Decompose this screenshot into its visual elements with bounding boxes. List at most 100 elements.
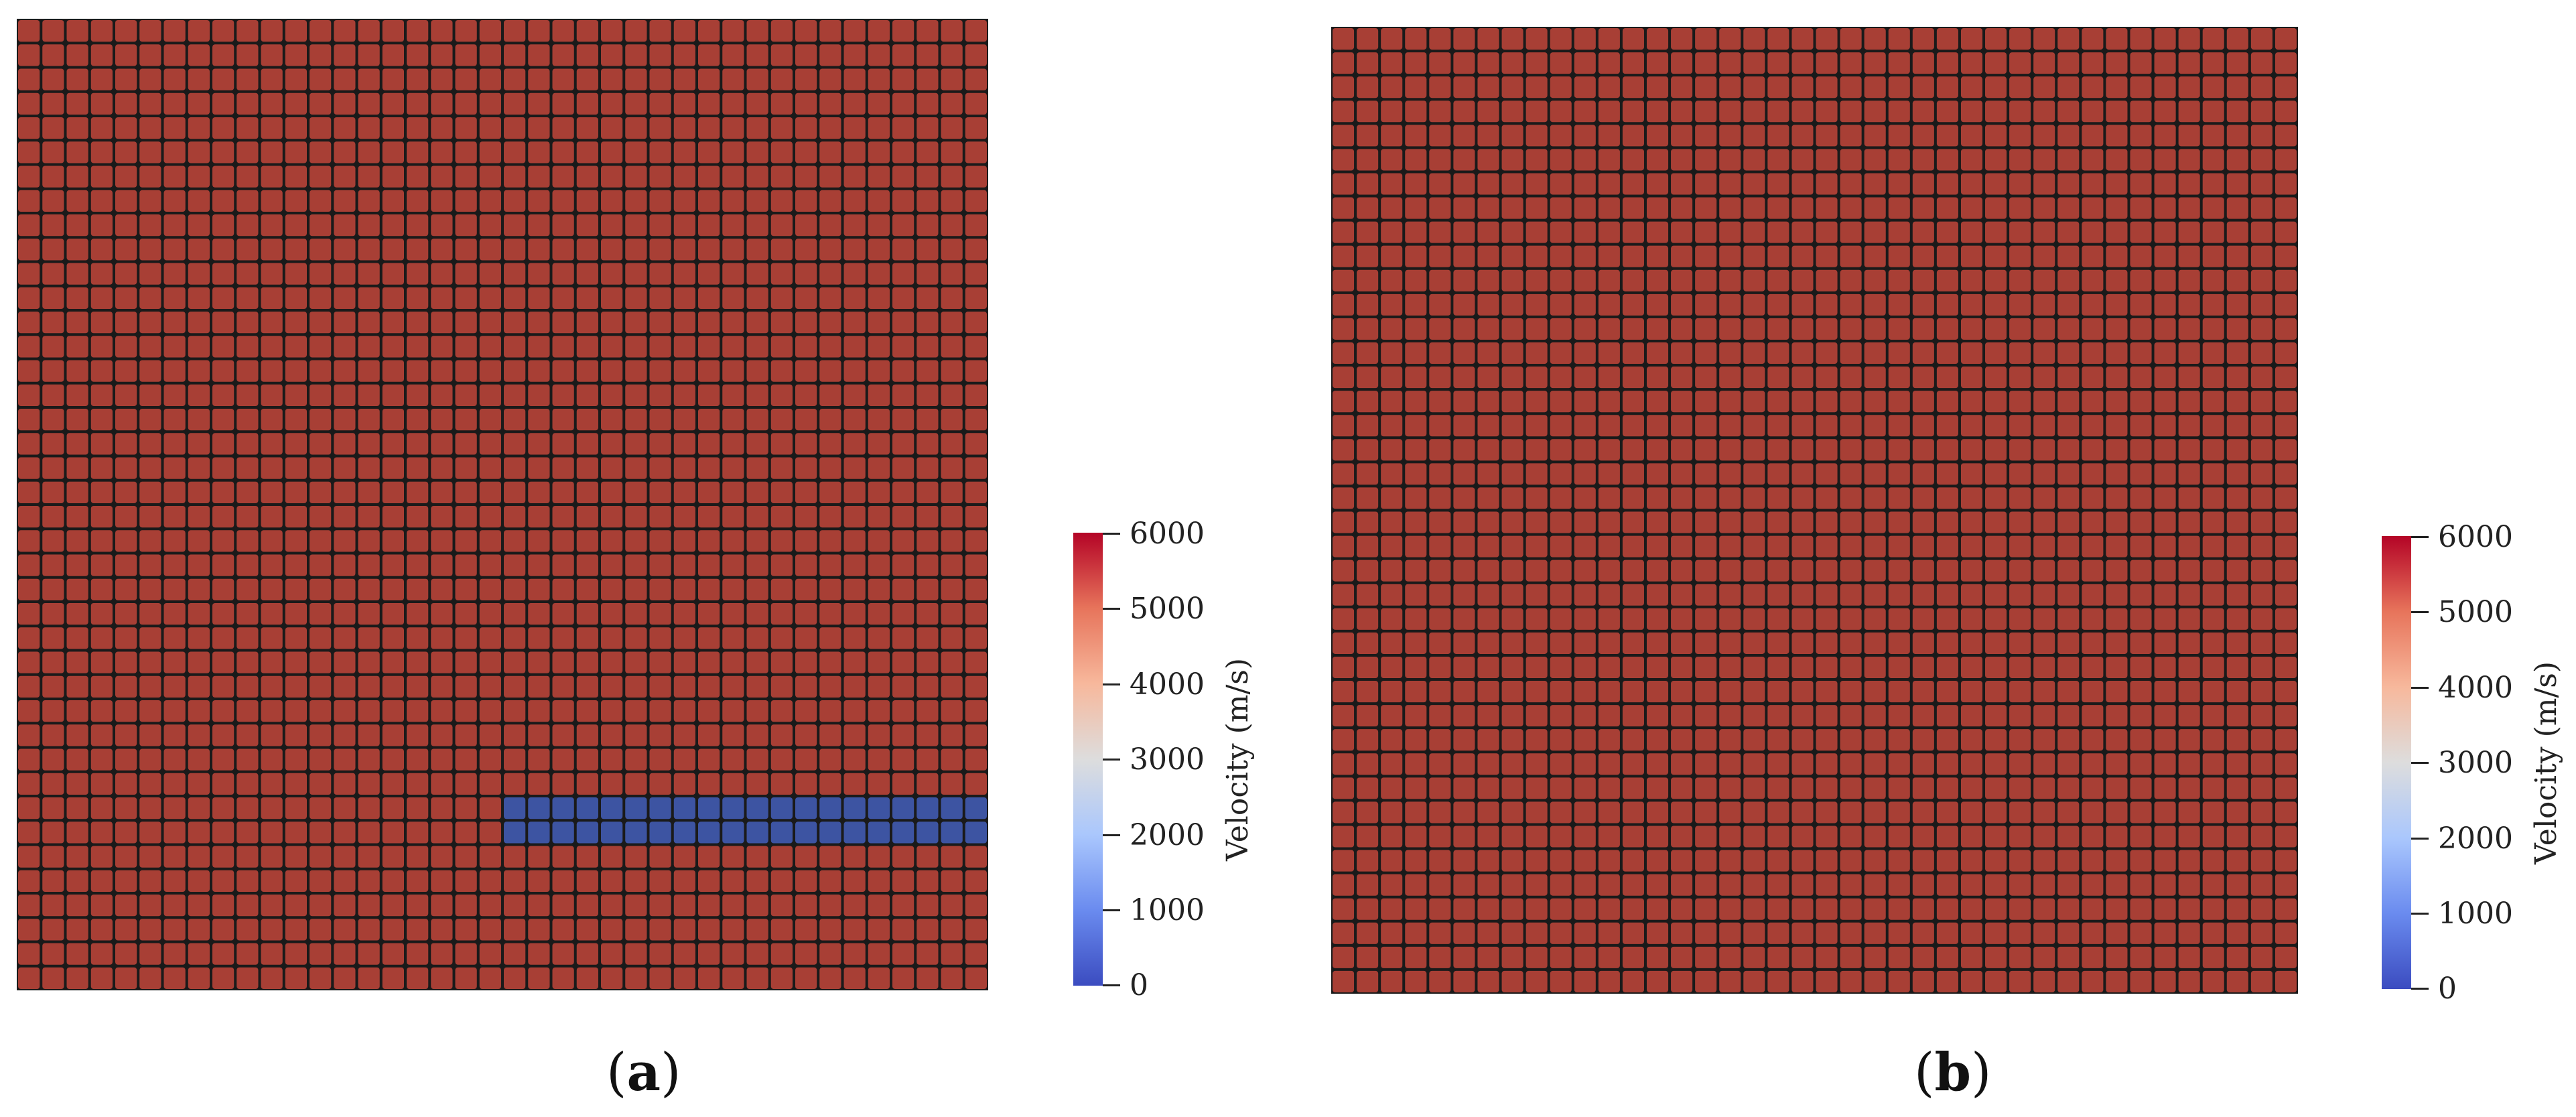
mesh-cell bbox=[455, 239, 477, 261]
mesh-cell bbox=[1985, 922, 2007, 944]
mesh-cell bbox=[90, 384, 113, 406]
mesh-cell bbox=[2009, 487, 2031, 509]
mesh-cell bbox=[2250, 560, 2273, 582]
mesh-cell bbox=[1936, 318, 1958, 340]
mesh-cell bbox=[1960, 729, 1983, 751]
mesh-cell bbox=[1622, 293, 1644, 316]
mesh-cell bbox=[1767, 511, 1789, 533]
mesh-cell bbox=[625, 433, 647, 455]
mesh-cell bbox=[236, 870, 259, 892]
mesh-cell bbox=[1526, 367, 1548, 389]
mesh-cell bbox=[843, 554, 866, 576]
mesh-cell bbox=[1767, 705, 1789, 727]
mesh-cell bbox=[576, 68, 598, 90]
mesh-cell bbox=[1598, 391, 1620, 413]
mesh-cell bbox=[1526, 269, 1548, 291]
mesh-cell bbox=[1550, 318, 1572, 340]
mesh-cell bbox=[310, 312, 332, 334]
mesh-cell bbox=[1767, 197, 1789, 219]
mesh-cell bbox=[1453, 850, 1475, 872]
mesh-cell bbox=[1671, 221, 1693, 243]
mesh-cell bbox=[188, 773, 210, 795]
mesh-cell bbox=[334, 457, 356, 479]
mesh-cell bbox=[18, 263, 40, 285]
mesh-cell bbox=[1719, 28, 1741, 50]
mesh-cell bbox=[2009, 125, 2031, 147]
mesh-cell bbox=[552, 870, 574, 892]
mesh-cell bbox=[2250, 729, 2273, 751]
mesh-cell bbox=[2178, 52, 2200, 74]
mesh-cell bbox=[1405, 584, 1427, 606]
mesh-cell bbox=[843, 68, 866, 90]
mesh-cell bbox=[2009, 729, 2031, 751]
mesh-cell bbox=[576, 651, 598, 673]
mesh-cell bbox=[66, 239, 88, 261]
mesh-cell bbox=[115, 895, 137, 917]
mesh-cell bbox=[42, 141, 64, 163]
mesh-cell bbox=[2106, 898, 2128, 920]
mesh-cell bbox=[1840, 149, 1862, 171]
mesh-cell bbox=[1550, 898, 1572, 920]
mesh-cell bbox=[673, 967, 695, 989]
mesh-cell bbox=[431, 530, 453, 552]
mesh-cell bbox=[892, 239, 914, 261]
mesh-cell bbox=[1333, 753, 1355, 775]
mesh-cell bbox=[1501, 535, 1523, 557]
mesh-cell bbox=[917, 433, 939, 455]
mesh-cell bbox=[1550, 922, 1572, 944]
mesh-cell bbox=[382, 214, 404, 237]
mesh-cell bbox=[1985, 52, 2007, 74]
mesh-cell bbox=[1960, 318, 1983, 340]
mesh-cell bbox=[1574, 245, 1596, 267]
mesh-cell bbox=[334, 433, 356, 455]
mesh-cell bbox=[504, 554, 526, 576]
mesh-cell bbox=[2202, 922, 2224, 944]
mesh-cell bbox=[576, 44, 598, 66]
mesh-cell bbox=[2154, 415, 2176, 437]
mesh-cell bbox=[1453, 705, 1475, 727]
mesh-cell bbox=[1574, 656, 1596, 679]
mesh-cell bbox=[965, 919, 987, 941]
mesh-cell bbox=[504, 166, 526, 188]
mesh-cell bbox=[1743, 439, 1765, 461]
mesh-cell bbox=[407, 117, 429, 139]
mesh-cell bbox=[1767, 342, 1789, 365]
mesh-cell bbox=[285, 92, 307, 115]
mesh-cell bbox=[479, 554, 501, 576]
mesh-cell bbox=[528, 239, 550, 261]
mesh-cell bbox=[1671, 28, 1693, 50]
mesh-cell bbox=[455, 846, 477, 868]
mesh-cell bbox=[504, 239, 526, 261]
mesh-cell bbox=[163, 384, 186, 406]
mesh-cell bbox=[868, 214, 890, 237]
mesh-cell bbox=[2082, 705, 2104, 727]
mesh-cell bbox=[163, 530, 186, 552]
mesh-cell bbox=[2250, 801, 2273, 824]
mesh-cell bbox=[1791, 28, 1814, 50]
mesh-cell bbox=[795, 360, 817, 382]
mesh-cell bbox=[625, 895, 647, 917]
mesh-cell bbox=[90, 846, 113, 868]
mesh-cell bbox=[1381, 681, 1403, 703]
mesh-cell bbox=[2202, 535, 2224, 557]
mesh-cell bbox=[576, 675, 598, 698]
mesh-cell bbox=[2250, 293, 2273, 316]
mesh-cell bbox=[965, 748, 987, 771]
mesh-cell bbox=[455, 578, 477, 600]
mesh-cell bbox=[1381, 173, 1403, 195]
mesh-cell bbox=[1816, 874, 1838, 896]
mesh-cell bbox=[2057, 293, 2080, 316]
mesh-cell bbox=[504, 846, 526, 868]
mesh-cell bbox=[1453, 149, 1475, 171]
mesh-cell bbox=[1598, 125, 1620, 147]
mesh-cell bbox=[2106, 535, 2128, 557]
mesh-cell bbox=[2202, 76, 2224, 98]
mesh-cell bbox=[2178, 221, 2200, 243]
mesh-cell bbox=[382, 336, 404, 358]
mesh-cell bbox=[1501, 293, 1523, 316]
mesh-cell bbox=[66, 312, 88, 334]
mesh-cell bbox=[1695, 318, 1717, 340]
mesh-cell bbox=[1405, 197, 1427, 219]
colorbar-tick bbox=[2411, 988, 2429, 990]
mesh-cell bbox=[90, 166, 113, 188]
